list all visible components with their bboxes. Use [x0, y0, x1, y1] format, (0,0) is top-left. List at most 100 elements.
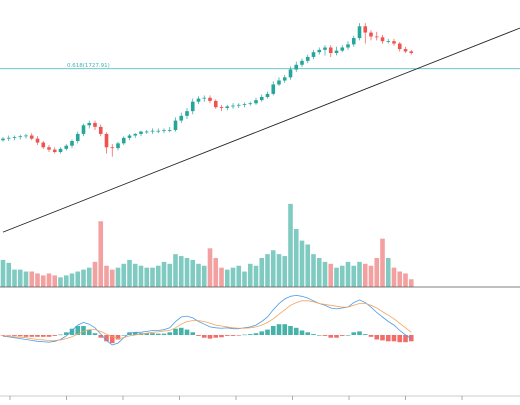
volume-bar: [351, 265, 357, 287]
macd-histogram-bar: [385, 335, 391, 342]
candle-body: [167, 130, 172, 131]
volume-bar: [345, 261, 351, 287]
candle-body: [386, 41, 391, 43]
volume-bar: [265, 254, 270, 287]
macd-histogram-bar: [362, 334, 368, 335]
macd-histogram-bar: [368, 335, 374, 337]
volume-bar: [322, 261, 328, 287]
macd-histogram-bar: [178, 327, 184, 335]
candle-body: [259, 97, 264, 101]
volume-bar: [408, 279, 414, 287]
price-pane[interactable]: [0, 23, 520, 233]
macd-histogram-bar: [374, 335, 380, 340]
candle-body: [288, 69, 293, 78]
candle-body: [104, 133, 109, 148]
candle-body: [357, 26, 362, 39]
macd-histogram-bar: [316, 335, 322, 336]
macd-histogram-bar: [161, 333, 167, 335]
volume-bar: [380, 238, 385, 287]
macd-histogram-bar: [115, 335, 121, 340]
volume-bar: [150, 267, 155, 287]
candle-body: [196, 98, 201, 102]
macd-histogram-bar: [247, 334, 253, 335]
candle-body: [334, 50, 339, 53]
volume-bar: [109, 269, 115, 287]
volume-bar: [29, 271, 35, 287]
volume-bar: [190, 259, 196, 287]
volume-bar: [328, 263, 334, 287]
volume-bar: [40, 275, 46, 287]
macd-histogram-bar: [52, 335, 58, 336]
candle-body: [81, 125, 86, 134]
macd-histogram-bar: [104, 335, 109, 342]
candle-body: [403, 49, 408, 52]
candle-body: [380, 37, 385, 42]
macd-histogram-bar: [6, 335, 12, 336]
candle-body: [75, 133, 80, 141]
candle-body: [41, 142, 46, 148]
volume-bar: [385, 258, 391, 287]
candle-body: [93, 122, 97, 127]
macd-histogram-bar: [334, 335, 339, 338]
volume-bar: [6, 262, 12, 287]
candle-body: [300, 60, 304, 65]
volume-bar: [339, 265, 345, 287]
macd-histogram-bar: [305, 332, 311, 335]
macd-histogram-bar: [92, 333, 98, 335]
macd-histogram-bar: [357, 331, 362, 335]
candle-body: [24, 135, 28, 137]
macd-histogram-bar: [322, 335, 328, 336]
macd-histogram-bar: [173, 328, 178, 335]
volume-bar: [305, 244, 311, 287]
volume-bar: [52, 275, 58, 287]
candle-body: [277, 80, 281, 85]
volume-bar: [201, 265, 207, 287]
volume-bar: [236, 265, 242, 287]
macd-histogram-bar: [288, 326, 293, 335]
candle-body: [374, 36, 379, 38]
candle-body: [116, 143, 120, 149]
candle-body: [98, 126, 103, 134]
volume-bar: [288, 203, 293, 287]
macd-pane: [0, 294, 414, 346]
macd-histogram-bar: [351, 332, 357, 335]
candle-body: [29, 135, 34, 139]
volume-bar: [98, 221, 104, 287]
volume-bar: [81, 269, 86, 287]
candle-body: [70, 141, 74, 146]
volume-bar: [247, 263, 253, 287]
macd-histogram-bar: [397, 335, 403, 343]
macd-histogram-bar: [196, 335, 201, 336]
volume-bar: [397, 271, 403, 287]
candle-body: [219, 107, 224, 109]
fib-level-label: 0.618(1727.91): [67, 63, 110, 69]
macd-histogram-bar: [270, 326, 276, 335]
macd-histogram-bar: [293, 327, 299, 335]
volume-bar: [311, 254, 316, 287]
volume-bar: [115, 267, 121, 287]
macd-histogram-bar: [150, 333, 155, 335]
macd-line: [2, 294, 412, 346]
candle-body: [271, 84, 276, 94]
macd-histogram-bar: [58, 334, 63, 336]
volume-bar: [362, 263, 368, 287]
macd-histogram-bar: [190, 332, 196, 335]
macd-histogram-bar: [201, 335, 207, 338]
volume-bar: [0, 259, 6, 287]
macd-histogram-bar: [0, 335, 6, 336]
candle-body: [248, 103, 253, 105]
candle-body: [18, 136, 23, 138]
volume-bar: [35, 273, 40, 287]
candle-body: [369, 32, 373, 37]
macd-histogram-bar: [391, 335, 397, 342]
candle-body: [397, 43, 402, 50]
macd-histogram-bar: [311, 334, 316, 335]
macd-histogram-bar: [207, 335, 213, 339]
volume-bar: [316, 258, 322, 287]
macd-histogram-bar: [23, 335, 29, 337]
candle-body: [47, 147, 51, 150]
macd-histogram-bar: [328, 335, 334, 338]
macd-histogram-bar: [299, 330, 305, 335]
